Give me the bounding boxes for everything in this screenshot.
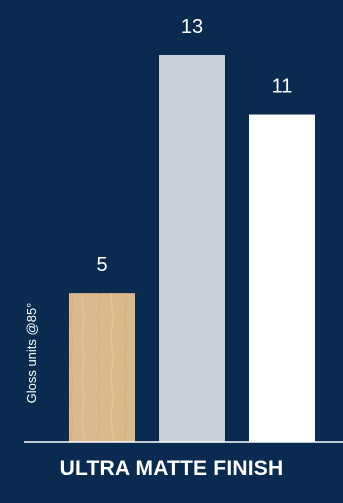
data-label-wood: 5 — [96, 254, 107, 276]
bar-wood — [69, 293, 135, 442]
bar-grey — [159, 55, 225, 442]
data-label-grey: 13 — [181, 16, 203, 38]
x-axis-label: ULTRA MATTE FINISH — [59, 457, 284, 480]
data-label-white: 11 — [272, 76, 293, 98]
y-axis-label: Gloss units @85° — [24, 302, 39, 404]
bar-white — [249, 114, 315, 443]
